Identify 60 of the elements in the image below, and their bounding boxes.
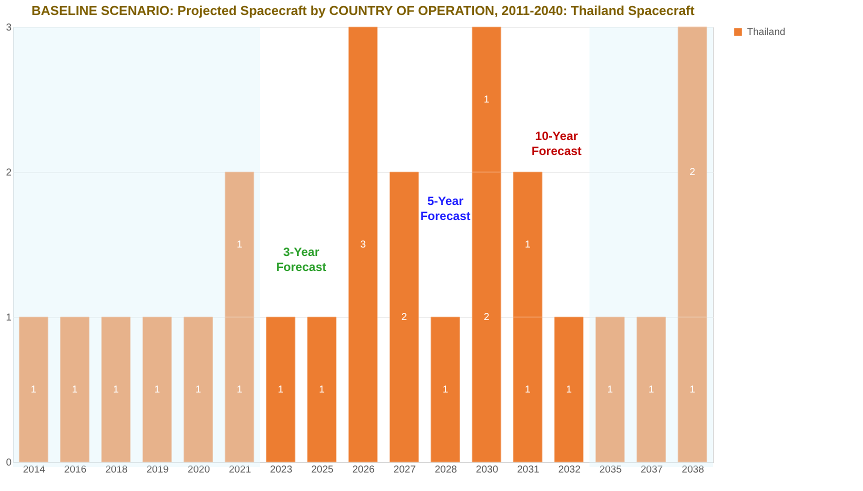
chart-title: BASELINE SCENARIO: Projected Spacecraft by COUNTRY OF OPERATION, 2011-2040: Thailand Spacecraft — [32, 3, 696, 18]
bar — [348, 26, 378, 462]
bar — [554, 316, 584, 462]
x-tick-label: 2025 — [311, 464, 334, 476]
data-label: 1 — [72, 384, 78, 396]
y-tick-label: 1 — [6, 312, 12, 324]
data-label: 1 — [566, 384, 572, 396]
data-label: 1 — [524, 240, 531, 250]
data-label: 1 — [442, 384, 449, 396]
x-tick-label: 2028 — [434, 464, 458, 476]
bar — [184, 316, 213, 462]
x-tick-label: 2027 — [394, 464, 416, 476]
annotation: 10-Year Forecast — [532, 128, 582, 158]
x-tick-label: 2026 — [352, 464, 376, 476]
data-label: 2 — [401, 312, 408, 323]
data-label: 1 — [154, 384, 160, 396]
bar — [142, 316, 172, 462]
data-label: 1 — [484, 94, 490, 106]
data-label: 1 — [30, 384, 37, 396]
data-label: 1 — [196, 384, 202, 396]
x-tick-label: 2020 — [188, 464, 210, 476]
data-label: 1 — [113, 384, 120, 396]
bar — [101, 316, 131, 462]
annotation: 5-Year Forecast — [420, 194, 470, 223]
bar — [430, 316, 460, 462]
bar — [266, 316, 296, 462]
legend-label: Thailand — [747, 27, 786, 38]
x-tick-label: 2037 — [640, 464, 664, 476]
x-tick-label: 2038 — [682, 464, 704, 476]
bar — [595, 316, 625, 462]
data-label: 1 — [319, 384, 326, 396]
x-tick-label: 2031 — [517, 464, 540, 476]
bar — [60, 316, 90, 462]
annotation: 3-Year Forecast — [276, 244, 326, 274]
bar — [636, 316, 666, 462]
x-tick-label: 2016 — [64, 464, 87, 476]
data-label: 2 — [484, 312, 490, 323]
y-tick-label: 0 — [6, 458, 12, 468]
x-tick-label: 2021 — [228, 464, 252, 476]
x-tick-label: 2014 — [22, 464, 46, 476]
data-label: 3 — [360, 240, 366, 250]
data-label: 1 — [278, 384, 284, 396]
x-tick-label: 2023 — [270, 464, 293, 476]
x-tick-label: 2035 — [599, 464, 622, 476]
bar — [307, 316, 336, 462]
x-tick-label: 2019 — [146, 464, 170, 476]
data-label: 1 — [607, 384, 614, 396]
x-tick-label: 2032 — [558, 464, 581, 476]
data-label: 1 — [648, 384, 654, 396]
y-tick-label: 2 — [6, 168, 12, 178]
data-label: 1 — [524, 384, 531, 396]
data-label: 2 — [690, 167, 696, 178]
bar — [18, 316, 48, 462]
data-label: 1 — [690, 384, 696, 396]
y-tick-label: 3 — [6, 22, 12, 34]
bar — [390, 172, 419, 462]
data-label: 1 — [236, 384, 243, 396]
x-tick-label: 2018 — [105, 464, 128, 476]
x-tick-label: 2030 — [476, 464, 499, 476]
data-label: 1 — [236, 240, 243, 250]
